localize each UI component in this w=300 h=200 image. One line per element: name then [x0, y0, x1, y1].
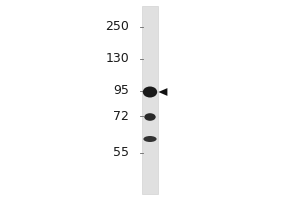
Bar [142, 6, 158, 194]
Ellipse shape [143, 86, 157, 98]
Ellipse shape [144, 113, 156, 121]
Text: 130: 130 [105, 52, 129, 66]
Polygon shape [158, 88, 167, 96]
Ellipse shape [143, 136, 157, 142]
Text: 55: 55 [113, 146, 129, 160]
Text: 95: 95 [113, 84, 129, 97]
Text: 250: 250 [105, 21, 129, 33]
Text: 72: 72 [113, 110, 129, 122]
